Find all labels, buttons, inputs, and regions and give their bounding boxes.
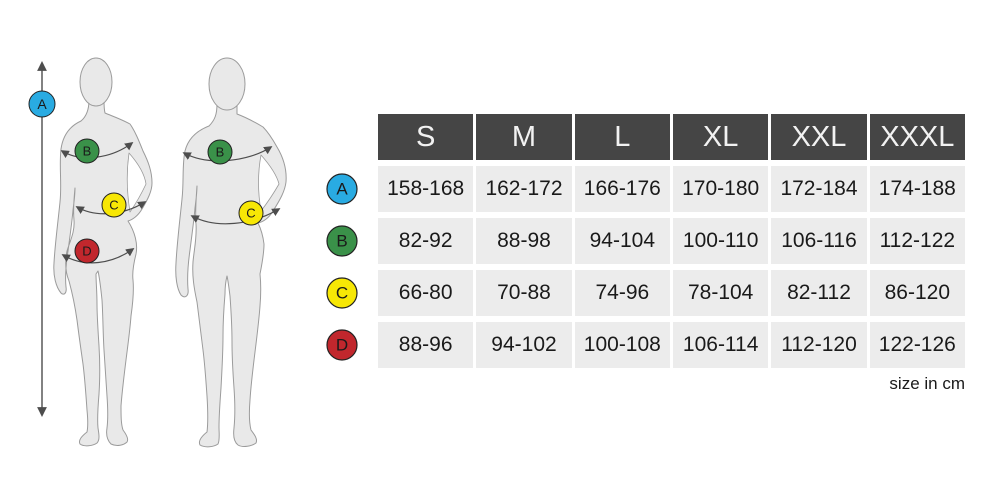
height-marker-badge: A: [28, 90, 56, 118]
row-marker-c: C: [326, 277, 358, 309]
male-waist-arc: [190, 208, 281, 225]
cell-c-xl: 78-104: [673, 270, 769, 316]
size-column-header-xxxl: XXXL: [869, 114, 965, 160]
cell-d-xxl: 112-120: [771, 322, 867, 368]
male-head: [208, 57, 246, 111]
male-arm-gap: [258, 154, 280, 212]
row-marker-d: D: [326, 329, 358, 361]
cell-c-xxl: 82-112: [771, 270, 867, 316]
body-markers: A B C D B C: [28, 90, 264, 264]
cell-b-xxxl: 112-122: [869, 218, 965, 264]
male-chest-letter: B: [216, 145, 225, 160]
cell-a-xl: 170-180: [673, 166, 769, 212]
cell-b-xxl: 106-116: [771, 218, 867, 264]
row-marker-b-letter: B: [336, 232, 347, 251]
row-marker-c-letter: C: [336, 284, 348, 303]
female-chest-letter: B: [83, 144, 92, 159]
cell-c-s: 66-80: [378, 270, 474, 316]
unit-footnote: size in cm: [889, 374, 965, 393]
cell-c-m: 70-88: [476, 270, 572, 316]
cell-b-s: 82-92: [378, 218, 474, 264]
measurement-diagram: A B C D B C A B: [28, 57, 358, 448]
female-head: [79, 57, 113, 107]
size-column-header-m: M: [476, 114, 572, 160]
size-column-header-l: L: [574, 114, 670, 160]
size-column-header-xl: XL: [673, 114, 769, 160]
cell-b-l: 94-104: [574, 218, 670, 264]
female-hip-badge: D: [74, 238, 100, 264]
size-column-header-xxl: XXL: [771, 114, 867, 160]
size-table: S M L XL XXL XXXL 158-168 162-172 166-17…: [378, 114, 965, 368]
female-figure: [53, 57, 153, 447]
cell-c-xxxl: 86-120: [869, 270, 965, 316]
cell-a-s: 158-168: [378, 166, 474, 212]
row-marker-d-letter: D: [336, 336, 348, 355]
row-marker-a-letter: A: [336, 180, 348, 199]
female-waist-letter: C: [109, 198, 118, 213]
cell-d-xl: 106-114: [673, 322, 769, 368]
cell-a-m: 162-172: [476, 166, 572, 212]
cell-b-m: 88-98: [476, 218, 572, 264]
female-body: [53, 99, 153, 447]
male-waist-badge: C: [238, 200, 264, 226]
cell-a-xxxl: 174-188: [869, 166, 965, 212]
female-arm-gap: [126, 152, 147, 213]
cell-d-m: 94-102: [476, 322, 572, 368]
cell-d-s: 88-96: [378, 322, 474, 368]
row-marker-b: B: [326, 225, 358, 257]
male-figure: [175, 57, 287, 448]
male-waist-letter: C: [246, 206, 255, 221]
height-marker-letter: A: [37, 96, 47, 112]
cell-d-xxxl: 122-126: [869, 322, 965, 368]
male-chest-badge: B: [207, 139, 233, 165]
row-marker-a: A: [326, 173, 358, 205]
female-hip-letter: D: [82, 244, 91, 259]
size-column-header-s: S: [378, 114, 474, 160]
female-hip-arc: [61, 248, 135, 264]
cell-a-xxl: 172-184: [771, 166, 867, 212]
table-row-markers: A B C D: [326, 173, 358, 361]
cell-d-l: 100-108: [574, 322, 670, 368]
cell-b-xl: 100-110: [673, 218, 769, 264]
cell-a-l: 166-176: [574, 166, 670, 212]
female-chest-badge: B: [74, 138, 100, 164]
cell-c-l: 74-96: [574, 270, 670, 316]
female-waist-badge: C: [101, 192, 127, 218]
